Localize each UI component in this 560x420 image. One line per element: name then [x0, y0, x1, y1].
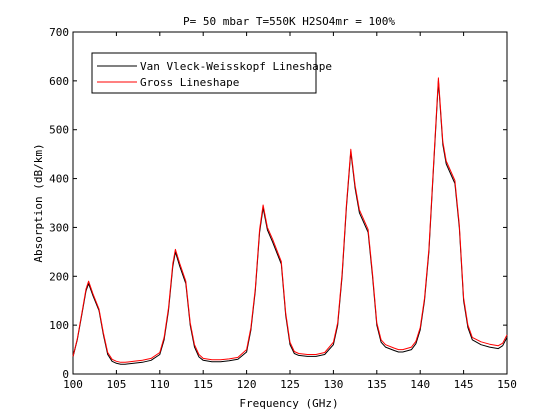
series-line-gross [72, 77, 508, 363]
x-tick-label: 120 [237, 378, 257, 391]
y-tick-label: 400 [49, 173, 69, 186]
y-tick-label: 100 [49, 319, 69, 332]
y-tick-label: 300 [49, 221, 69, 234]
x-tick-label: 140 [410, 378, 430, 391]
legend-label-vvw: Van Vleck-Weisskopf Lineshape [140, 60, 332, 73]
x-tick-label: 125 [280, 378, 300, 391]
y-tick-label: 500 [49, 124, 69, 137]
legend-label-gross: Gross Lineshape [140, 76, 239, 89]
x-tick-label: 115 [193, 378, 213, 391]
x-tick-label: 145 [454, 378, 474, 391]
y-tick-label: 600 [49, 75, 69, 88]
y-axis-label: Absorption (dB/km) [32, 143, 45, 262]
axes: 100 105 110 115 120 125 130 135 140 145 1500100200… [49, 26, 517, 391]
y-tick-label: 0 [62, 368, 69, 381]
y-tick-label: 700 [49, 26, 69, 39]
x-axis-label: Frequency (GHz) [239, 397, 338, 410]
plot-area [72, 77, 508, 365]
legend: Van Vleck-Weisskopf Lineshape Gross Line… [91, 52, 332, 94]
chart-title: P= 50 mbar T=550K H2SO4mr = 100% [183, 15, 395, 28]
x-tick-label: 100 [63, 378, 83, 391]
x-tick-label: 110 [150, 378, 170, 391]
x-tick-label: 135 [367, 378, 387, 391]
x-tick-label: 130 [323, 378, 343, 391]
x-tick-label: 105 [106, 378, 126, 391]
y-tick-label: 200 [49, 270, 69, 283]
legend-box [91, 52, 317, 94]
x-tick-label: 150 [497, 378, 517, 391]
